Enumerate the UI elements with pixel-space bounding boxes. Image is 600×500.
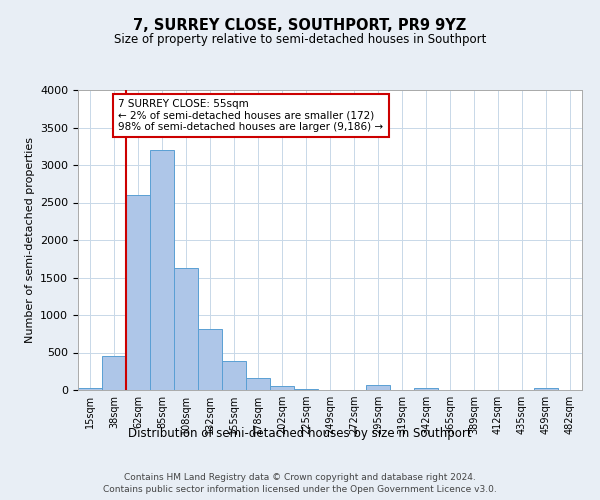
Bar — [126, 195, 150, 390]
Bar — [534, 388, 558, 390]
Bar — [246, 378, 270, 390]
Y-axis label: Number of semi-detached properties: Number of semi-detached properties — [25, 137, 35, 343]
Text: Distribution of semi-detached houses by size in Southport: Distribution of semi-detached houses by … — [128, 428, 472, 440]
Bar — [174, 268, 198, 390]
Text: Contains HM Land Registry data © Crown copyright and database right 2024.: Contains HM Land Registry data © Crown c… — [124, 472, 476, 482]
Bar — [150, 150, 174, 390]
Bar — [222, 361, 246, 390]
Bar — [198, 329, 222, 390]
Bar — [270, 386, 294, 390]
Text: Size of property relative to semi-detached houses in Southport: Size of property relative to semi-detach… — [114, 32, 486, 46]
Text: Contains public sector information licensed under the Open Government Licence v3: Contains public sector information licen… — [103, 485, 497, 494]
Bar — [414, 388, 438, 390]
Bar — [78, 388, 102, 390]
Bar — [294, 388, 318, 390]
Text: 7, SURREY CLOSE, SOUTHPORT, PR9 9YZ: 7, SURREY CLOSE, SOUTHPORT, PR9 9YZ — [133, 18, 467, 32]
Text: 7 SURREY CLOSE: 55sqm
← 2% of semi-detached houses are smaller (172)
98% of semi: 7 SURREY CLOSE: 55sqm ← 2% of semi-detac… — [118, 99, 383, 132]
Bar — [366, 385, 390, 390]
Bar — [102, 356, 126, 390]
